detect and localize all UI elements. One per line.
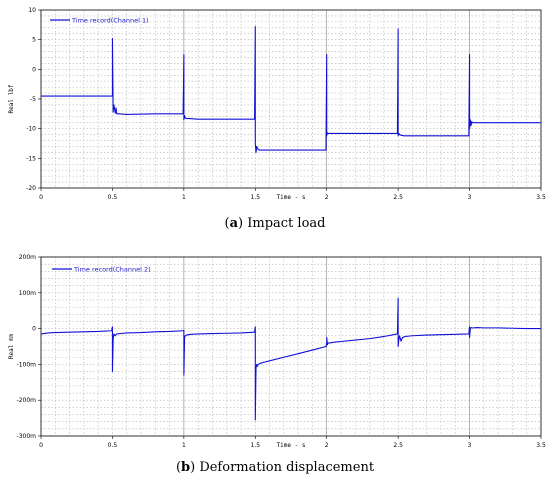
x-tick-label: 2.5 xyxy=(393,194,403,201)
legend-label: Time record(Channel 2) xyxy=(73,266,151,274)
series-line xyxy=(41,26,541,153)
y-axis-label: Real lbf xyxy=(8,84,15,113)
x-tick-label: 2 xyxy=(325,442,329,449)
chart-panel-a: 0 0.5 1 1.5 2 2.5 3 3.5 10 5 0 -5 -10 -15 -20 Time - s R… xyxy=(8,7,546,231)
x-tick-label: 1 xyxy=(182,194,186,201)
y-tick-label: -100m xyxy=(17,361,37,368)
y-tick-label: -10 xyxy=(26,126,36,133)
figure-caption: (a) Impact load xyxy=(225,216,326,231)
x-tick-label: 0 xyxy=(39,194,43,201)
series-line xyxy=(40,297,541,421)
legend-label: Time record(Channel 1) xyxy=(71,17,149,25)
x-axis-label: Time - s xyxy=(277,442,306,449)
x-axis-label: Time - s xyxy=(277,194,306,201)
y-tick-label: 0 xyxy=(32,66,36,73)
x-tick-label: 3.5 xyxy=(536,194,546,201)
x-tick-label: 1.5 xyxy=(251,194,261,201)
grid xyxy=(41,257,541,436)
x-tick-label: 2.5 xyxy=(393,442,403,449)
chart-panel-b: 0 0.5 1 1.5 2 2.5 3 3.5 200m 100m 0 -100m -200m -300m… xyxy=(8,254,546,475)
y-tick-label: 100m xyxy=(19,290,36,297)
x-tick-label: 0.5 xyxy=(108,442,118,449)
y-tick-label: 200m xyxy=(19,254,36,261)
x-tick-label: 2 xyxy=(325,194,329,201)
x-tick-label: 3.5 xyxy=(536,442,546,449)
x-tick-label: 0 xyxy=(39,442,43,449)
y-tick-label: 0 xyxy=(32,326,36,333)
y-tick-label: 10 xyxy=(28,7,36,14)
figure-caption: (b) Deformation displacement xyxy=(176,460,375,475)
y-tick-label: -200m xyxy=(17,397,37,404)
plot-frame xyxy=(40,256,542,437)
y-tick-label: -15 xyxy=(26,155,36,162)
x-tick-label: 0.5 xyxy=(108,194,118,201)
y-tick-label: -300m xyxy=(17,433,37,440)
y-tick-label: -5 xyxy=(30,96,36,103)
x-tick-label: 1.5 xyxy=(251,442,261,449)
x-tick-label: 3 xyxy=(468,442,472,449)
x-tick-label: 3 xyxy=(468,194,472,201)
x-tick-label: 1 xyxy=(182,442,186,449)
y-axis-label: Real mm xyxy=(8,333,15,359)
y-tick-label: -20 xyxy=(26,185,36,192)
y-tick-label: 5 xyxy=(32,37,36,44)
grid xyxy=(41,10,541,188)
